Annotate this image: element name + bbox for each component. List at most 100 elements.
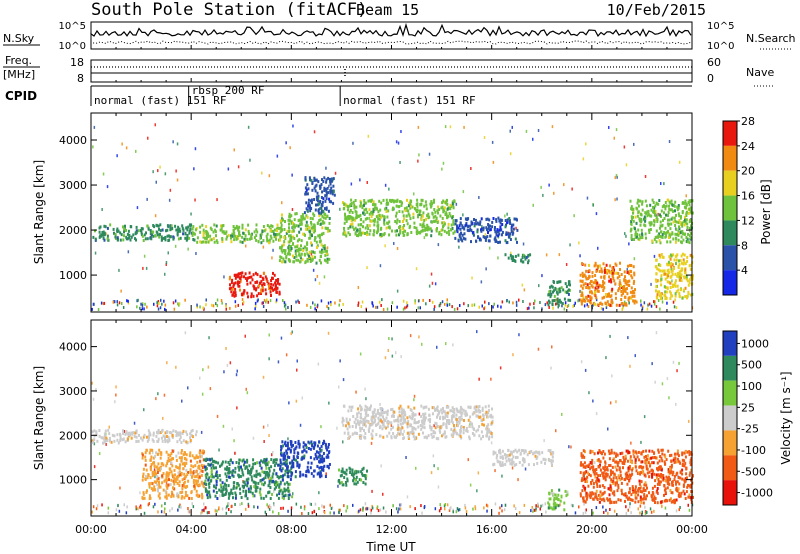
echo-cell [676, 233, 679, 236]
echo-cell [193, 487, 196, 491]
echo-cell [610, 280, 613, 284]
freq-label-top: Freq. [5, 54, 32, 67]
echo-cell [487, 423, 490, 427]
echo-cell [202, 485, 205, 489]
echo-cell [689, 263, 692, 267]
echo-cell [305, 446, 308, 449]
echo-cell [195, 470, 198, 474]
echo-cell [558, 298, 561, 302]
echo-cell [588, 263, 590, 267]
echo-cell [373, 411, 376, 414]
echo-cell [122, 437, 125, 441]
noise-cell [655, 305, 658, 309]
echo-cell [322, 197, 325, 201]
echo-cell [278, 282, 281, 286]
noise-cell [313, 130, 316, 134]
echo-cell [192, 480, 195, 484]
noise-cell [600, 306, 603, 310]
noise-cell [379, 403, 381, 406]
echo-cell [235, 224, 238, 228]
noise-cell [413, 394, 416, 398]
echo-cell [314, 236, 317, 240]
echo-cell [630, 236, 633, 240]
echo-cell [441, 216, 444, 220]
echo-cell [350, 409, 353, 412]
echo-cell [259, 236, 262, 240]
noise-cell [563, 307, 566, 311]
echo-cell [298, 445, 301, 449]
echo-cell [152, 456, 155, 460]
echo-cell [670, 199, 673, 203]
echo-cell [662, 218, 664, 222]
echo-cell [497, 241, 500, 244]
echo-cell [215, 224, 218, 228]
noise-cell [290, 506, 293, 510]
noise-cell [467, 458, 469, 462]
echo-cell [448, 212, 451, 215]
noise-cell [579, 254, 581, 258]
echo-cell [682, 258, 685, 262]
echo-cell [212, 459, 214, 463]
echo-cell [679, 231, 682, 235]
echo-cell [321, 226, 324, 230]
noise-cell [386, 307, 389, 311]
echo-cell [252, 284, 255, 288]
echo-cell [112, 227, 115, 231]
echo-cell [316, 191, 319, 195]
echo-cell [158, 480, 160, 484]
echo-cell [473, 218, 475, 221]
echo-cell [303, 253, 306, 257]
echo-cell [669, 208, 672, 212]
echo-cell [189, 227, 192, 231]
echo-cell [411, 417, 414, 421]
echo-cell [687, 211, 690, 215]
noise-cell [500, 305, 502, 309]
echo-cell [322, 439, 325, 443]
echo-cell [345, 417, 348, 421]
echo-cell [313, 469, 316, 473]
echo-cell [143, 433, 146, 437]
echo-cell [656, 218, 659, 221]
echo-cell [315, 450, 318, 454]
echo-cell [309, 209, 312, 213]
echo-cell [269, 479, 272, 483]
echo-cell [248, 470, 251, 473]
echo-cell [501, 223, 504, 226]
echo-cell [239, 240, 242, 244]
echo-cell [667, 214, 669, 217]
echo-cell [425, 405, 428, 409]
echo-cell [500, 228, 503, 232]
echo-cell [365, 419, 368, 423]
echo-cell [345, 483, 348, 487]
echo-cell [355, 425, 357, 429]
echo-cell [684, 295, 687, 299]
noise-cell [409, 505, 411, 509]
echo-cell [250, 468, 252, 472]
echo-cell [276, 493, 278, 497]
power-echo-regions [92, 176, 694, 308]
echo-cell [448, 207, 451, 211]
echo-cell [649, 203, 652, 207]
echo-cell [119, 439, 122, 442]
echo-cell [689, 209, 692, 213]
echo-cell [158, 482, 161, 486]
echo-cell [497, 230, 500, 234]
echo-cell [684, 286, 687, 290]
echo-cell [402, 220, 404, 223]
echo-cell [206, 235, 209, 239]
echo-cell [322, 231, 325, 235]
echo-cell [159, 451, 162, 455]
echo-cell [137, 439, 140, 443]
echo-cell [191, 428, 194, 432]
echo-cell [234, 226, 237, 230]
echo-cell [106, 438, 109, 442]
noise-cell [329, 503, 331, 507]
echo-cell [268, 241, 271, 245]
echo-cell [679, 273, 681, 276]
echo-cell [321, 221, 324, 225]
echo-cell [401, 426, 404, 430]
echo-cell [194, 228, 197, 232]
noise-cell [266, 298, 268, 302]
echo-cell [620, 284, 622, 288]
noise-cell [155, 180, 157, 184]
